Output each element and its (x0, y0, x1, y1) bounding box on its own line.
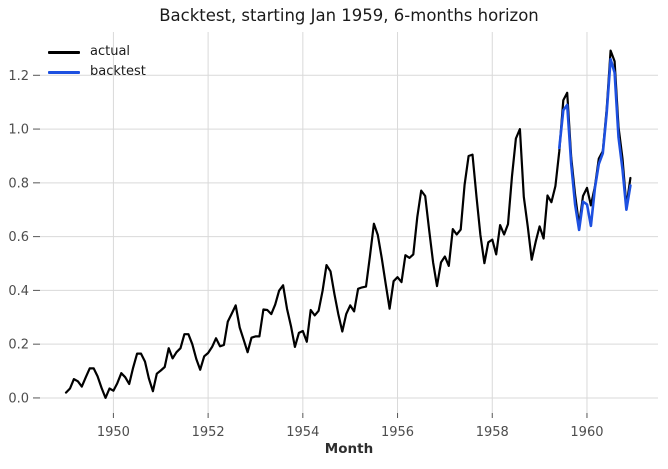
x-tick-label: 1950 (97, 425, 130, 440)
legend-label-backtest: backtest (90, 64, 146, 79)
y-tick-label: 0.6 (8, 230, 29, 245)
x-tick-label: 1956 (381, 425, 414, 440)
x-tick-label: 1958 (476, 425, 509, 440)
series-line-backtest (557, 57, 632, 232)
y-tick-label: 1.2 (8, 69, 29, 84)
legend: actual backtest (48, 42, 146, 82)
legend-label-actual: actual (90, 44, 131, 59)
legend-swatch-backtest (48, 70, 80, 74)
legend-swatch-actual (48, 50, 80, 54)
series-line-actual (64, 49, 632, 399)
x-tick-label: 1954 (286, 425, 319, 440)
chart-title: Backtest, starting Jan 1959, 6-months ho… (159, 6, 539, 25)
y-tick-label: 1.0 (8, 123, 29, 138)
x-tick-label: 1952 (192, 425, 225, 440)
y-tick-label: 0.0 (8, 391, 29, 406)
legend-item-actual: actual (48, 42, 146, 62)
y-tick-label: 0.8 (8, 176, 29, 191)
y-tick-label: 0.4 (8, 284, 29, 299)
y-tick-label: 0.2 (8, 338, 29, 353)
x-tick-label: 1960 (570, 425, 603, 440)
legend-item-backtest: backtest (48, 62, 146, 82)
x-axis-label: Month (324, 441, 374, 457)
